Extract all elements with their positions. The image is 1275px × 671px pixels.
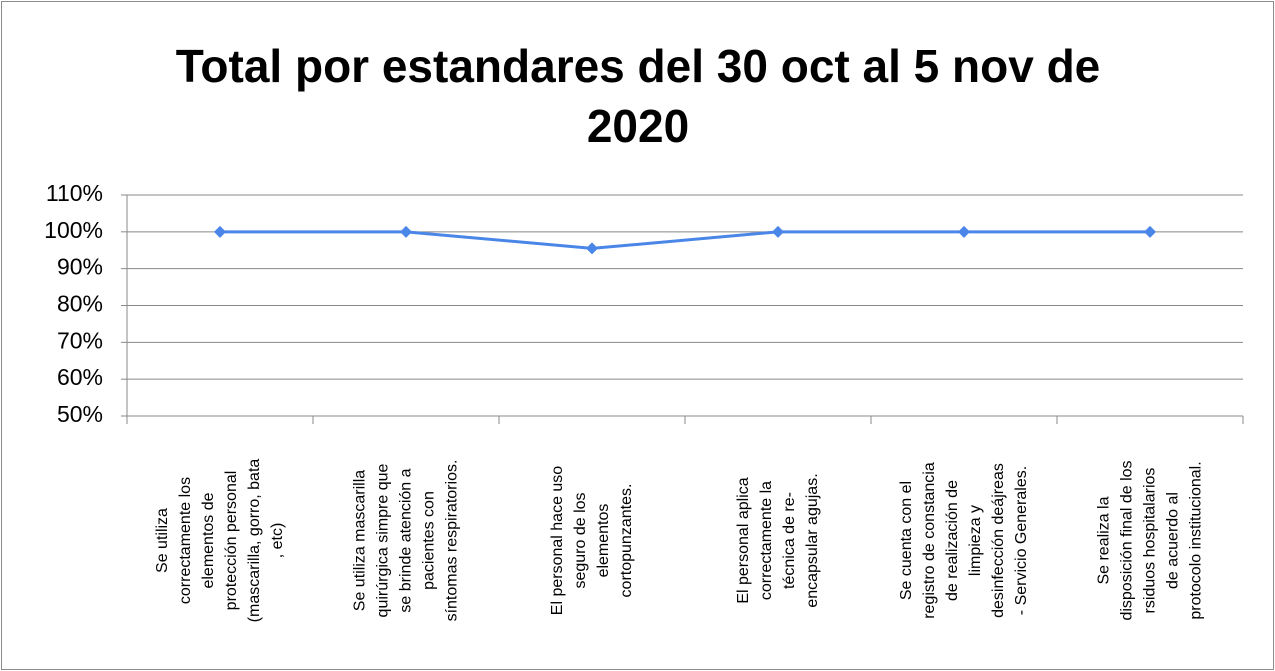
y-tick-label: 60% bbox=[57, 364, 103, 390]
data-point bbox=[214, 225, 226, 238]
chart-title: Total por estandares del 30 oct al 5 nov… bbox=[175, 40, 1101, 152]
y-tick-label: 50% bbox=[57, 401, 103, 427]
data-point bbox=[400, 225, 412, 238]
x-tick-label: El personal aplica correctamente la técn… bbox=[735, 473, 821, 608]
y-tick-label: 90% bbox=[57, 254, 103, 280]
data-point bbox=[1144, 225, 1156, 238]
y-tick-label: 70% bbox=[57, 327, 103, 353]
series-line bbox=[220, 230, 1150, 250]
x-tick-label: Se cuenta con el registro de constancia … bbox=[898, 462, 1030, 619]
x-tick-label: El personal hace uso seguro de los eleme… bbox=[549, 465, 635, 616]
data-point bbox=[958, 225, 970, 238]
x-tick-label: Se utiliza correctamente los elementos d… bbox=[154, 458, 286, 623]
x-tick-label: Se realiza la disposición final de los r… bbox=[1095, 460, 1205, 621]
y-tick-label: 110% bbox=[46, 180, 103, 206]
y-tick-label: 100% bbox=[44, 217, 103, 243]
x-tick-label: Se utiliza mascarilla quirúrgica simpre … bbox=[351, 459, 461, 622]
data-point bbox=[772, 225, 784, 238]
data-point bbox=[586, 242, 598, 255]
y-tick-label: 80% bbox=[57, 291, 103, 317]
